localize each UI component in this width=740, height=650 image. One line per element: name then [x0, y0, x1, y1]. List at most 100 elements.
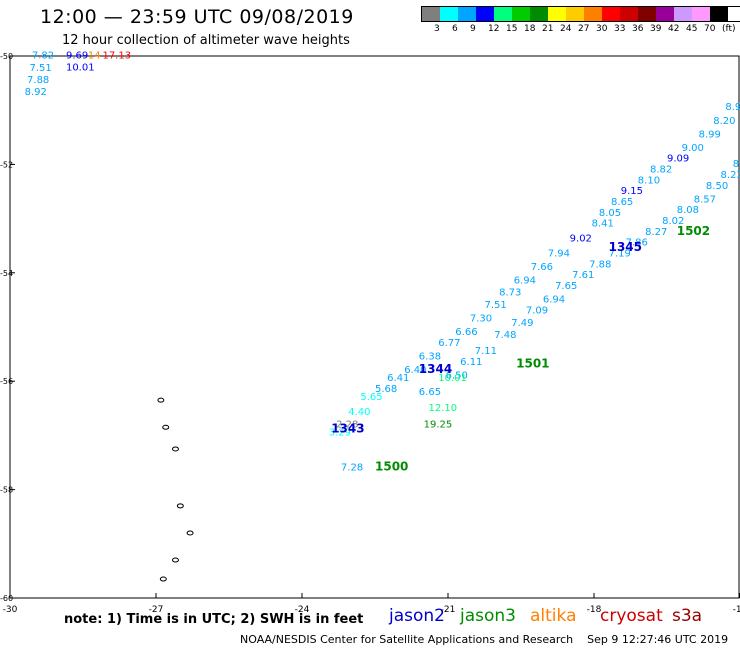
footer-note: note: 1) Time is in UTC; 2) SWH is in fe…: [64, 612, 364, 627]
legend-swatch: [656, 7, 674, 21]
swh-value: 7.09: [526, 305, 548, 316]
credit-text: NOAA/NESDIS Center for Satellite Applica…: [240, 633, 574, 646]
legend-swatch: [710, 7, 728, 21]
swh-value: 7.66: [531, 262, 553, 273]
swh-value: 8.10: [638, 175, 660, 186]
swh-value: 8.57: [694, 194, 716, 205]
swh-value: 8.23: [721, 170, 740, 181]
island-outline: [171, 557, 179, 563]
legend-label: 27: [578, 24, 590, 34]
x-tick-label: -15: [733, 605, 740, 615]
swh-value: 7.28: [341, 463, 363, 474]
legend-label: 24: [560, 24, 572, 34]
pass-label: 1344: [419, 362, 452, 376]
y-tick-label: -50: [0, 52, 13, 61]
swh-value: 8.02: [662, 216, 684, 227]
x-tick-label: -18: [587, 605, 602, 615]
swh-value: 6.94: [543, 295, 565, 306]
swh-value: 5.65: [360, 392, 382, 403]
legend-label: 21: [542, 24, 554, 34]
x-tick-label: -30: [3, 605, 18, 615]
legend-swatch: [584, 7, 602, 21]
map-frame: [9, 55, 740, 599]
satellite-label-s3a: s3a: [672, 606, 703, 626]
swh-value: 6.11: [460, 357, 482, 368]
swh-value: 7.94: [548, 249, 570, 260]
swh-value: 6.77: [438, 338, 460, 349]
legend-swatch: [638, 7, 656, 21]
swh-value: 8.41: [592, 219, 614, 230]
legend-label: 9: [470, 24, 476, 34]
y-tick-label: -54: [0, 269, 13, 278]
legend-label: 33: [614, 24, 626, 34]
swh-value: 7.48: [494, 330, 516, 341]
legend-label: 3: [434, 24, 440, 34]
island-outline: [162, 424, 170, 430]
legend-swatch: [674, 7, 692, 21]
legend-label: (ft): [722, 24, 736, 34]
x-tick-label: -27: [149, 605, 164, 615]
swh-value: 8.99: [699, 129, 721, 140]
legend-swatch: [422, 7, 440, 21]
swh-value: 6.38: [419, 352, 441, 363]
legend-swatch: [548, 7, 566, 21]
swh-value: 6.65: [419, 387, 441, 398]
swh-value: 9.69: [66, 51, 88, 62]
island-outline: [157, 397, 165, 403]
swh-value: 8.82: [650, 165, 672, 176]
swh-value: 17.13: [102, 51, 131, 62]
swh-value: 7.82: [32, 51, 54, 62]
satellite-label-altika: altika: [530, 606, 577, 626]
swh-value: 9.02: [570, 233, 592, 244]
island-outline: [176, 503, 184, 509]
legend-swatch: [692, 7, 710, 21]
swh-value: 10.01: [66, 63, 95, 74]
y-tick-label: -60: [0, 594, 13, 603]
legend-label: 12: [488, 24, 500, 34]
legend-label: 39: [650, 24, 662, 34]
legend-swatch: [620, 7, 638, 21]
legend-label: 6: [452, 24, 458, 34]
swh-value: 4.40: [348, 407, 370, 418]
legend-swatch: [440, 7, 458, 21]
legend-swatch: [494, 7, 512, 21]
swh-value: 7.88: [27, 75, 49, 86]
swh-value: 7.11: [475, 346, 497, 357]
y-tick-label: -58: [0, 486, 13, 495]
swh-value: 6.50: [446, 370, 468, 381]
swh-value: 8.27: [645, 227, 667, 238]
swh-value: 7.88: [589, 259, 611, 270]
satellite-label-jason3: jason3: [460, 606, 516, 626]
x-tick-label: -24: [295, 605, 310, 615]
legend-swatch: [458, 7, 476, 21]
color-scale-swatches: [421, 6, 740, 22]
y-tick-label: -52: [0, 160, 13, 169]
island-outline: [171, 446, 179, 452]
legend-label: 42: [668, 24, 680, 34]
color-scale-labels: 3 6 9 12 15 18 21 24 27 30 33 36 39 42 45 70 (ft): [421, 24, 740, 38]
legend-swatch: [476, 7, 494, 21]
pass-label: 1502: [677, 224, 710, 238]
swh-value: 8.05: [599, 208, 621, 219]
swh-value: 12.10: [429, 403, 458, 414]
x-tick-label: -21: [441, 605, 456, 615]
swh-value: 9.09: [667, 154, 689, 165]
satellite-label-cryosat: cryosat: [600, 606, 663, 626]
legend-label: 45: [686, 24, 698, 34]
legend-swatch: [530, 7, 548, 21]
swh-value: 7.65: [555, 281, 577, 292]
swh-value: 7.86: [626, 238, 648, 249]
legend-label: 15: [506, 24, 518, 34]
swh-value: 10.01: [438, 373, 467, 384]
swh-value: 9.15: [621, 186, 643, 197]
pass-label: 1343: [331, 422, 364, 436]
swh-value: 8.54: [733, 159, 740, 170]
color-scale-legend: 3 6 9 12 15 18 21 24 27 30 33 36 39 42 45 70 (ft): [421, 6, 740, 38]
island-outline: [159, 576, 167, 582]
legend-label: 30: [596, 24, 608, 34]
legend-swatch: [512, 7, 530, 21]
swh-value: 19.25: [424, 419, 453, 430]
satellite-label-jason2: jason2: [389, 606, 445, 626]
swh-value: 6.40: [404, 365, 426, 376]
